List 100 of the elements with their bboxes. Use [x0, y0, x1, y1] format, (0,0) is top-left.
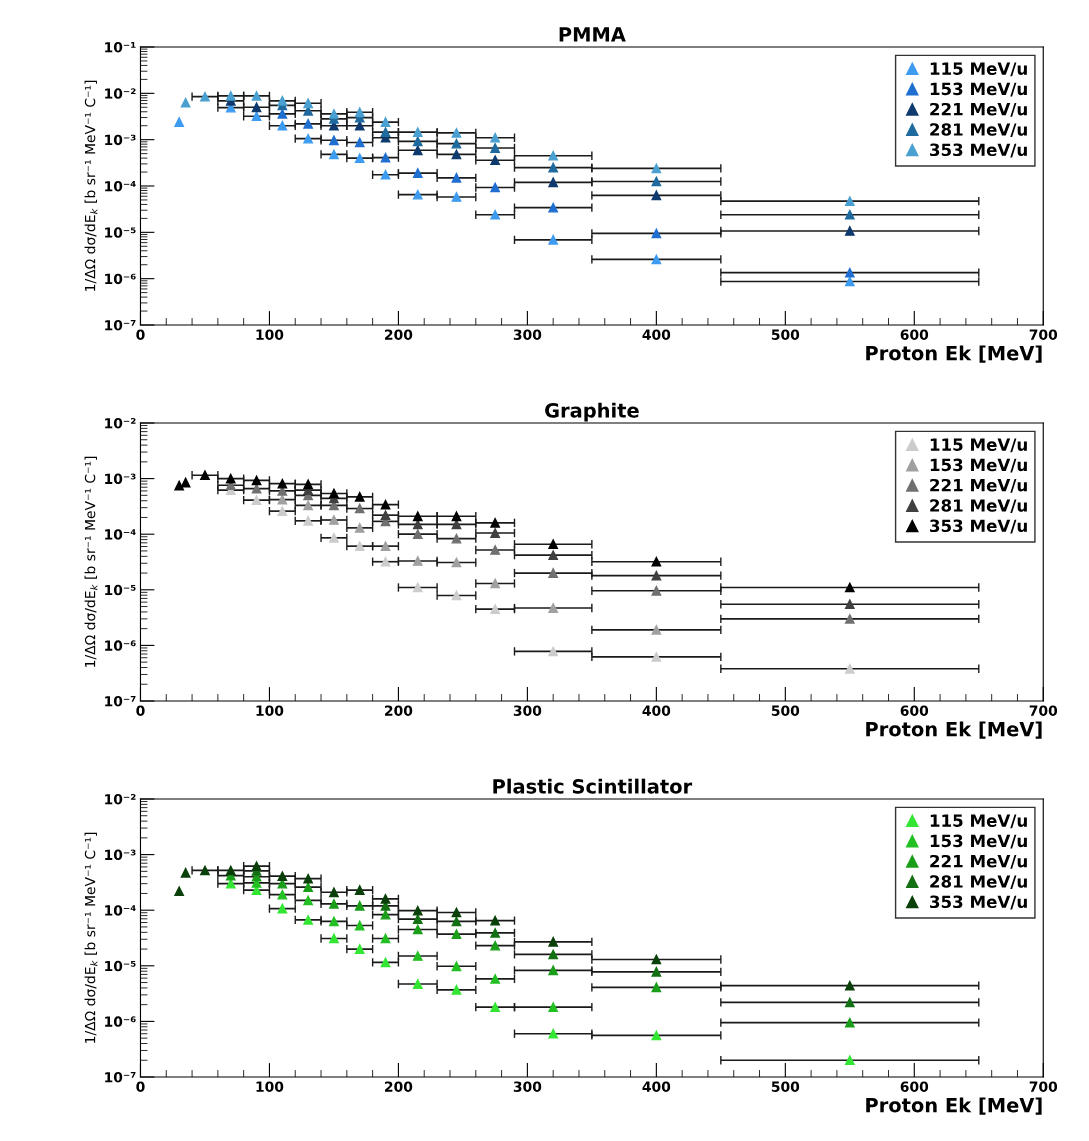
- x-tick-label: 200: [385, 1081, 413, 1092]
- y-tick-label: 10⁻²: [105, 88, 136, 99]
- point: [451, 929, 462, 940]
- point: [844, 614, 855, 624]
- point: [412, 189, 423, 200]
- point: [844, 267, 855, 278]
- point: [380, 556, 391, 567]
- point: [548, 936, 559, 947]
- y-tick-label: 10⁻⁶: [105, 273, 136, 285]
- point: [412, 582, 423, 593]
- point: [412, 924, 423, 935]
- point: [412, 511, 423, 522]
- point: [303, 873, 314, 884]
- point: [303, 118, 314, 129]
- point: [277, 871, 288, 881]
- point: [651, 163, 662, 174]
- point: [844, 276, 855, 287]
- point: [354, 920, 365, 931]
- point: [548, 234, 559, 245]
- point: [548, 150, 559, 161]
- point: [303, 479, 314, 490]
- point: [490, 209, 501, 220]
- point: [380, 510, 391, 521]
- point: [277, 889, 288, 900]
- point: [548, 646, 559, 657]
- point: [490, 155, 501, 166]
- x-tick-label: 700: [1029, 329, 1058, 340]
- point: [451, 984, 462, 995]
- x-tick-label: 100: [256, 1081, 284, 1092]
- point: [844, 582, 855, 593]
- point: [303, 895, 314, 906]
- point: [651, 1030, 662, 1041]
- y-tick-label: 10⁻³: [105, 134, 136, 146]
- point: [651, 966, 662, 977]
- y-tick-label: 10⁻⁷: [105, 1071, 136, 1083]
- point: [354, 523, 365, 533]
- y-tick-label: 10⁻⁷: [105, 695, 136, 707]
- point: [490, 517, 501, 528]
- point: [225, 865, 236, 876]
- point: [180, 97, 191, 108]
- point: [303, 98, 314, 109]
- point: [303, 133, 314, 144]
- point: [412, 136, 423, 147]
- point: [844, 1055, 855, 1066]
- point: [412, 979, 423, 989]
- point: [354, 491, 365, 502]
- point: [651, 556, 662, 567]
- x-tick-label: 600: [900, 1081, 929, 1092]
- point: [451, 128, 462, 138]
- point: [277, 109, 288, 119]
- x-tick-label: 200: [385, 705, 413, 716]
- point: [380, 152, 391, 163]
- point: [329, 109, 339, 119]
- point: [380, 499, 391, 510]
- x-axis-title: Proton Ek [MeV]: [866, 345, 1042, 363]
- chart-title: Graphite: [545, 402, 639, 422]
- point: [490, 604, 501, 614]
- point: [354, 137, 365, 148]
- point: [251, 91, 262, 101]
- point: [548, 1002, 559, 1013]
- point: [251, 102, 262, 113]
- x-tick-label: 0: [136, 329, 145, 340]
- legend-label: 281 MeV/u: [930, 499, 1027, 514]
- point: [200, 865, 210, 876]
- point: [251, 475, 262, 486]
- point: [548, 177, 559, 188]
- point: [180, 477, 191, 488]
- legend-label: 353 MeV/u: [930, 895, 1027, 910]
- point: [548, 550, 559, 561]
- x-axis-title: Proton Ek [MeV]: [866, 1097, 1042, 1115]
- point: [651, 190, 662, 201]
- legend-label: 353 MeV/u: [930, 519, 1027, 534]
- point: [225, 473, 236, 484]
- point: [451, 961, 462, 972]
- x-tick-label: 300: [513, 329, 542, 340]
- point: [303, 882, 314, 892]
- point: [380, 909, 391, 920]
- y-tick-label: 10⁻⁷: [105, 319, 136, 331]
- point: [548, 539, 559, 550]
- y-tick-label: 10⁻⁴: [105, 529, 136, 540]
- point: [548, 568, 559, 578]
- x-tick-label: 0: [136, 705, 145, 716]
- point: [844, 980, 855, 991]
- legend-label: 115 MeV/u: [930, 438, 1027, 453]
- point: [329, 149, 339, 160]
- point: [548, 202, 559, 213]
- point: [451, 557, 462, 568]
- point: [451, 916, 462, 927]
- x-tick-label: 700: [1029, 705, 1058, 716]
- point: [651, 982, 662, 993]
- point: [329, 515, 339, 525]
- y-tick-label: 10⁻⁵: [105, 960, 136, 972]
- legend-label: 281 MeV/u: [930, 875, 1027, 890]
- point: [277, 120, 288, 131]
- point: [548, 965, 559, 976]
- point: [844, 209, 855, 220]
- point: [380, 169, 391, 180]
- point: [200, 91, 210, 102]
- y-tick-label: 10⁻⁴: [105, 905, 136, 916]
- y-tick-label: 10⁻³: [105, 849, 136, 861]
